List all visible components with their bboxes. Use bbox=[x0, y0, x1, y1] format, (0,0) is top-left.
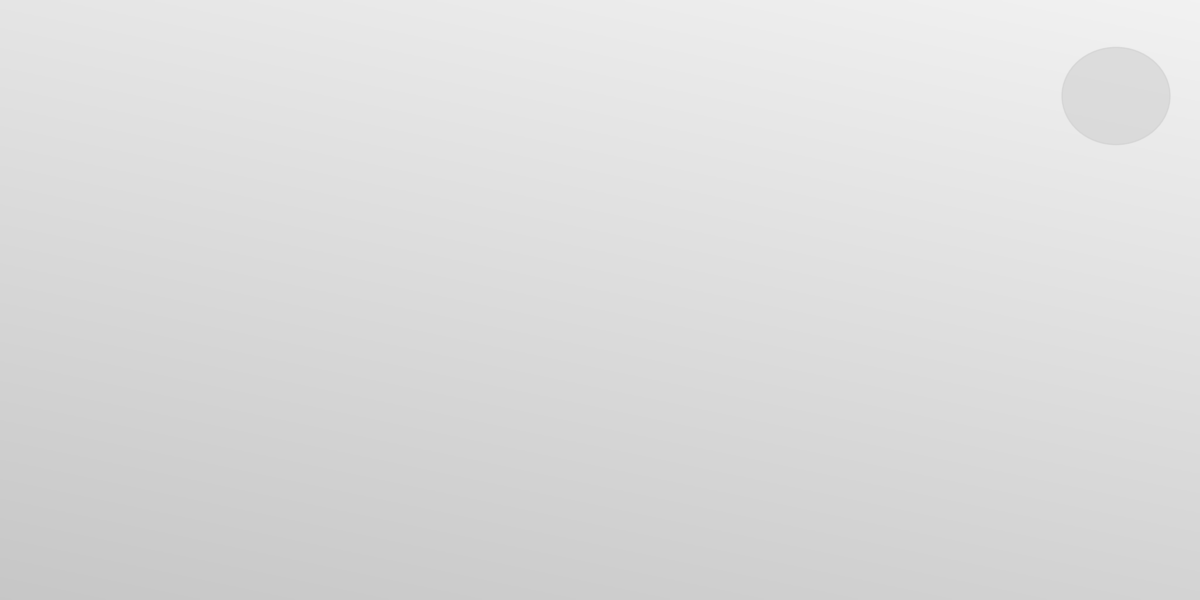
Circle shape bbox=[1062, 47, 1170, 145]
Bar bbox=[144, 389, 232, 536]
Bar bbox=[689, 512, 776, 536]
Bar bbox=[1049, 483, 1135, 536]
Y-axis label: Market Size in USD Billion: Market Size in USD Billion bbox=[62, 203, 82, 417]
Bar bbox=[961, 508, 1049, 536]
Bar bbox=[232, 143, 319, 536]
Bar bbox=[776, 493, 863, 536]
Text: Industrial Robot Arm Market, By Robot Type, 2023 & 2032: Industrial Robot Arm Market, By Robot Ty… bbox=[95, 45, 779, 69]
Bar bbox=[416, 422, 504, 536]
Legend: 2023, 2032: 2023, 2032 bbox=[838, 34, 1046, 66]
Bar bbox=[504, 173, 590, 536]
Text: 7.45: 7.45 bbox=[154, 367, 194, 385]
